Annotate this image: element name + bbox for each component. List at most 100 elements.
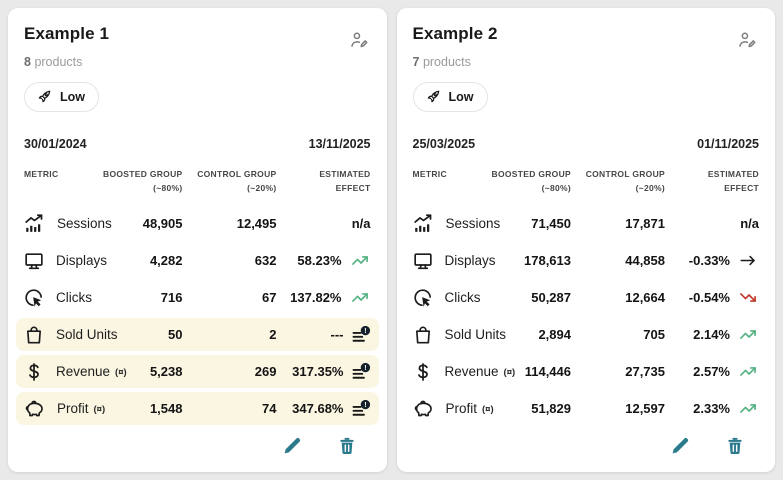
estimated-effect-cell: n/a <box>673 216 759 231</box>
card-header: Example 2 <box>413 24 760 52</box>
boosted-group-value: 4,282 <box>149 253 183 269</box>
metric-row: Profit (¤) 51,829 12,597 2.33% <box>405 390 768 427</box>
metric-cell: Revenue (¤) <box>413 362 515 382</box>
header-metric: METRIC <box>412 169 447 179</box>
trend-up-icon <box>737 400 759 417</box>
trend-down-icon <box>737 289 759 306</box>
displays-icon <box>24 251 44 271</box>
date-range: 25/03/2025 01/11/2025 <box>413 137 760 151</box>
metric-currency-suffix: (¤) <box>503 367 516 379</box>
metric-cell: Profit (¤) <box>24 398 105 419</box>
estimated-effect-cell: 317.35% ! <box>285 362 371 382</box>
user-edit-icon <box>349 32 369 53</box>
metric-label: Sessions <box>57 216 112 232</box>
boost-level-badge: Low <box>412 82 488 112</box>
trend-up-icon <box>737 326 759 343</box>
sold-units-icon <box>24 325 44 345</box>
products-count: 7 products <box>413 55 760 69</box>
estimated-effect-value: 317.35% <box>292 364 344 380</box>
sold-units-icon <box>413 325 433 345</box>
control-group-value: 17,871 <box>625 216 665 232</box>
metric-row: Clicks 716 67 137.82% <box>16 279 379 316</box>
metric-row: Sessions 48,905 12,495 n/a <box>16 205 379 242</box>
estimated-effect-value: -0.33% <box>688 253 730 269</box>
clicks-icon <box>24 288 44 308</box>
estimated-effect-value: n/a <box>740 216 759 232</box>
trend-up-icon <box>349 252 371 269</box>
header-control-group: CONTROL GROUP (~20%) <box>585 169 665 194</box>
estimated-effect-value: -0.54% <box>688 290 730 306</box>
card-actions <box>413 427 760 460</box>
experiment-card: Example 1 8 products <box>8 8 387 472</box>
control-group-value: 705 <box>643 327 665 343</box>
trash-icon <box>337 437 357 459</box>
metric-row: Revenue (¤) 5,238 269 317.35% ! <box>16 355 379 389</box>
card-actions <box>24 427 371 460</box>
svg-text:!: ! <box>364 327 366 335</box>
control-group-value: 12,495 <box>236 216 277 232</box>
header-control-group: CONTROL GROUP (~20%) <box>197 169 277 194</box>
revenue-icon <box>24 362 44 382</box>
boosted-group-value: 71,450 <box>531 216 571 232</box>
boosted-group-value: 5,238 <box>149 364 183 380</box>
edit-button[interactable] <box>280 433 305 458</box>
metrics-rows: Sessions 71,450 17,871 n/a Displays 178,… <box>413 205 759 427</box>
edit-button[interactable] <box>668 433 693 458</box>
svg-text:!: ! <box>364 364 366 372</box>
start-date: 30/01/2024 <box>24 137 87 151</box>
profit-icon <box>24 398 45 419</box>
metric-label: Clicks <box>56 290 92 306</box>
user-edit-icon <box>737 32 757 53</box>
metric-currency-suffix: (¤) <box>115 367 127 379</box>
end-date: 01/11/2025 <box>697 137 759 151</box>
estimated-effect-cell: -0.33% <box>673 252 759 269</box>
metric-cell: Sessions <box>24 213 112 234</box>
control-group-value: 67 <box>262 290 277 306</box>
delete-button[interactable] <box>335 434 359 458</box>
metric-currency-suffix: (¤) <box>93 404 106 416</box>
metric-label: Sessions <box>445 216 501 232</box>
metric-cell: Sold Units <box>413 325 506 345</box>
estimated-effect-cell: 2.33% <box>673 400 759 417</box>
control-group-value: 27,735 <box>625 364 665 380</box>
metric-label: Sold Units <box>444 327 507 343</box>
card-title: Example 2 <box>412 24 498 43</box>
estimated-effect-cell: -0.54% <box>673 289 759 306</box>
metric-row: Displays 4,282 632 58.23% <box>16 242 379 279</box>
sessions-icon <box>24 213 45 234</box>
significance-alert-icon: ! <box>351 399 371 419</box>
clicks-icon <box>413 288 433 308</box>
estimated-effect-value: --- <box>330 327 344 343</box>
start-date: 25/03/2025 <box>412 137 476 151</box>
metric-label: Displays <box>444 253 496 269</box>
products-count-value: 8 <box>24 55 31 69</box>
metric-label: Profit <box>57 401 89 417</box>
metric-cell: Displays <box>413 251 496 271</box>
assign-user-button[interactable] <box>347 28 371 52</box>
metric-label: Revenue <box>444 364 499 380</box>
estimated-effect-cell: 347.68% ! <box>285 399 371 419</box>
products-count-value: 7 <box>412 55 420 69</box>
metric-row: Sessions 71,450 17,871 n/a <box>405 205 768 242</box>
card-header: Example 1 <box>24 24 371 52</box>
products-count-label: products <box>422 55 471 69</box>
delete-button[interactable] <box>723 434 747 458</box>
boosted-group-value: 48,905 <box>142 216 183 232</box>
estimated-effect-cell: --- ! <box>285 325 371 345</box>
boosted-group-value: 1,548 <box>149 401 183 417</box>
products-count-label: products <box>34 55 83 69</box>
products-count: 8 products <box>24 55 371 69</box>
estimated-effect-value: 137.82% <box>290 290 342 306</box>
estimated-effect-value: 2.57% <box>693 364 730 380</box>
estimated-effect-value: 58.23% <box>297 253 342 269</box>
control-group-value: 12,597 <box>625 401 665 417</box>
header-estimated-effect: ESTIMATED EFFECT <box>319 169 371 194</box>
boost-level-label: Low <box>448 90 474 104</box>
header-estimated-effect: ESTIMATED EFFECT <box>707 169 759 194</box>
assign-user-button[interactable] <box>735 28 759 52</box>
significance-alert-icon: ! <box>351 325 371 345</box>
metric-cell: Revenue (¤) <box>24 362 127 382</box>
trend-flat-icon <box>737 252 759 269</box>
boost-level-badge: Low <box>24 82 99 112</box>
